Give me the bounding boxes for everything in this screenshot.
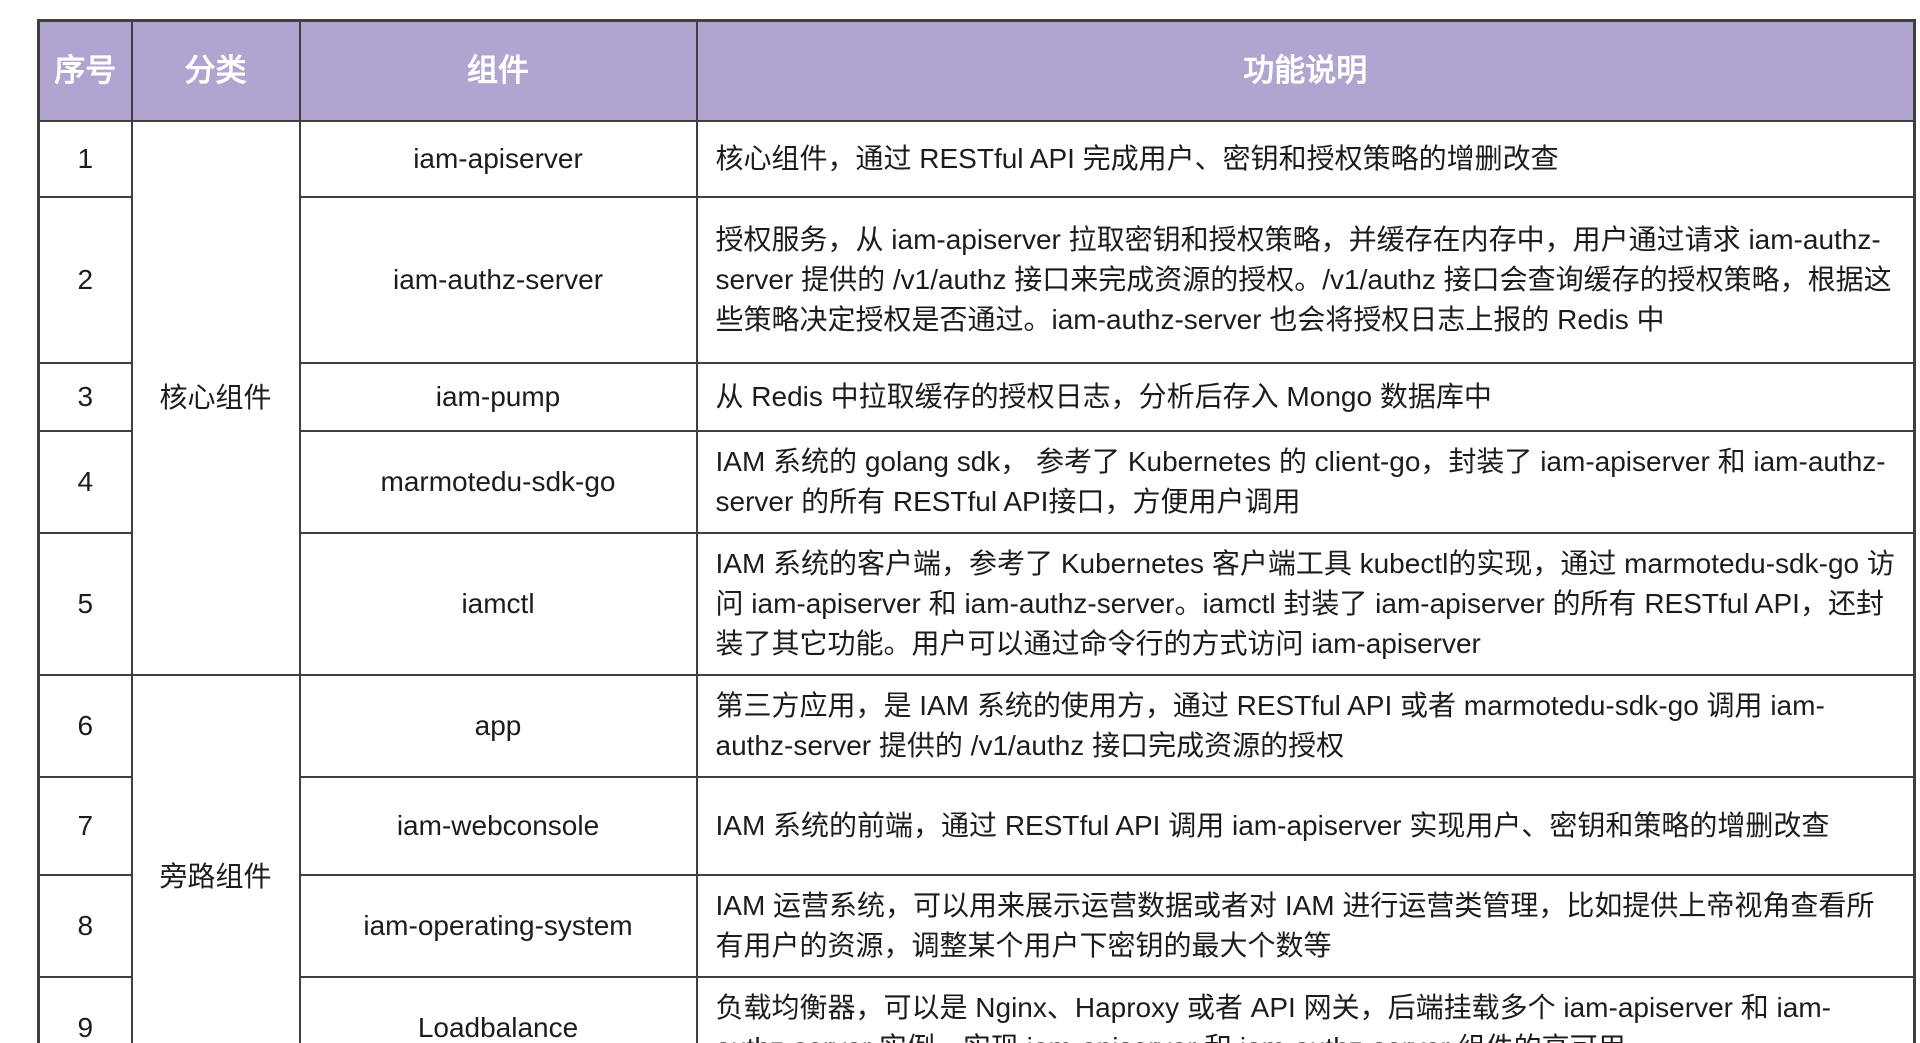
description-cell: IAM 系统的客户端，参考了 Kubernetes 客户端工具 kubectl的… bbox=[695, 531, 1916, 676]
table-row: 4 marmotedu-sdk-go IAM 系统的 golang sdk， 参… bbox=[37, 429, 1916, 534]
index-cell: 7 bbox=[37, 775, 133, 876]
description-cell: 负载均衡器，可以是 Nginx、Haproxy 或者 API 网关，后端挂载多个… bbox=[695, 975, 1916, 1043]
header-component: 组件 bbox=[298, 19, 698, 122]
table-row: 9 Loadbalance 负载均衡器，可以是 Nginx、Haproxy 或者… bbox=[37, 975, 1916, 1043]
index-cell: 9 bbox=[37, 975, 133, 1043]
description-cell: 第三方应用，是 IAM 系统的使用方，通过 RESTful API 或者 mar… bbox=[695, 673, 1916, 778]
index-cell: 4 bbox=[37, 429, 133, 534]
description-cell: IAM 系统的 golang sdk， 参考了 Kubernetes 的 cli… bbox=[695, 429, 1916, 534]
component-cell: iam-authz-server bbox=[298, 195, 698, 364]
category-cell-bypass: 旁路组件 bbox=[130, 673, 301, 1043]
component-cell: iam-webconsole bbox=[298, 775, 698, 876]
table-row: 5 iamctl IAM 系统的客户端，参考了 Kubernetes 客户端工具… bbox=[37, 531, 1916, 676]
index-cell: 5 bbox=[37, 531, 133, 676]
index-cell: 8 bbox=[37, 873, 133, 978]
category-cell-core: 核心组件 bbox=[130, 119, 301, 676]
description-cell: IAM 运营系统，可以用来展示运营数据或者对 IAM 进行运营类管理，比如提供上… bbox=[695, 873, 1916, 978]
component-cell: marmotedu-sdk-go bbox=[298, 429, 698, 534]
components-table: 序号 分类 组件 功能说明 1 核心组件 iam-apiserver 核心组件，… bbox=[37, 19, 1916, 1043]
header-description: 功能说明 bbox=[695, 19, 1916, 122]
index-cell: 6 bbox=[37, 673, 133, 778]
description-cell: 核心组件，通过 RESTful API 完成用户、密钥和授权策略的增删改查 bbox=[695, 119, 1916, 198]
table-row: 2 iam-authz-server 授权服务，从 iam-apiserver … bbox=[37, 195, 1916, 364]
header-index: 序号 bbox=[37, 19, 133, 122]
index-cell: 3 bbox=[37, 361, 133, 432]
component-cell: iam-apiserver bbox=[298, 119, 698, 198]
table-row: 6 旁路组件 app 第三方应用，是 IAM 系统的使用方，通过 RESTful… bbox=[37, 673, 1916, 1043]
component-cell: iam-operating-system bbox=[298, 873, 698, 978]
table-row: 3 iam-pump 从 Redis 中拉取缓存的授权日志，分析后存入 Mong… bbox=[37, 361, 1916, 432]
component-cell: Loadbalance bbox=[298, 975, 698, 1043]
table-row: 1 核心组件 iam-apiserver 核心组件，通过 RESTful API… bbox=[37, 119, 1916, 676]
table-header-row: 序号 分类 组件 功能说明 bbox=[37, 19, 1916, 122]
component-cell: iamctl bbox=[298, 531, 698, 676]
component-cell: app bbox=[298, 673, 698, 778]
description-cell: 授权服务，从 iam-apiserver 拉取密钥和授权策略，并缓存在内存中，用… bbox=[695, 195, 1916, 364]
component-cell: iam-pump bbox=[298, 361, 698, 432]
table-row: 7 iam-webconsole IAM 系统的前端，通过 RESTful AP… bbox=[37, 775, 1916, 876]
description-cell: 从 Redis 中拉取缓存的授权日志，分析后存入 Mongo 数据库中 bbox=[695, 361, 1916, 432]
description-cell: IAM 系统的前端，通过 RESTful API 调用 iam-apiserve… bbox=[695, 775, 1916, 876]
table-row: 8 iam-operating-system IAM 运营系统，可以用来展示运营… bbox=[37, 873, 1916, 978]
index-cell: 1 bbox=[37, 119, 133, 198]
index-cell: 2 bbox=[37, 195, 133, 364]
header-category: 分类 bbox=[130, 19, 301, 122]
